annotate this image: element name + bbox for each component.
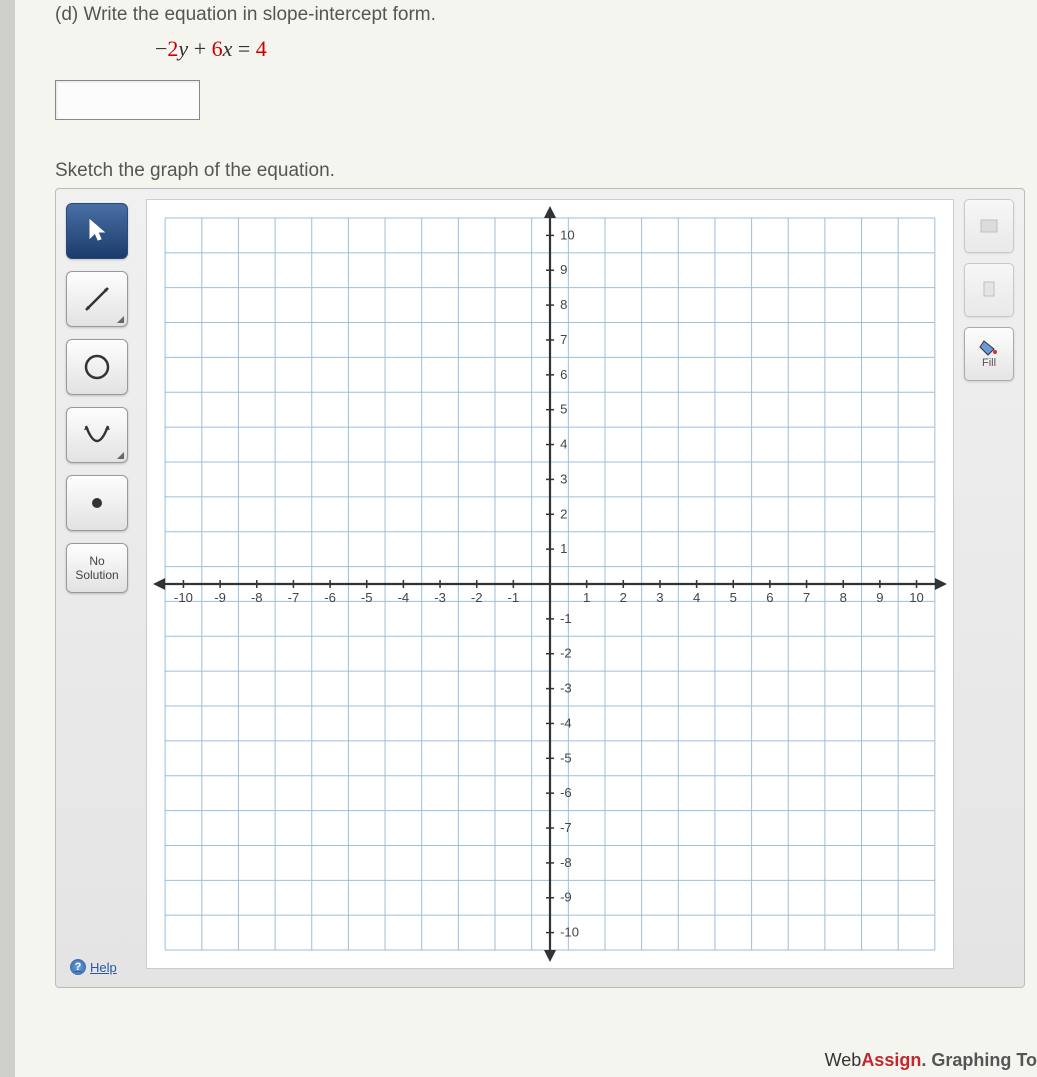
svg-text:-9: -9 [214,590,226,605]
pointer-tool[interactable] [66,203,128,259]
svg-text:-9: -9 [560,890,572,905]
svg-text:-4: -4 [398,590,410,605]
svg-text:7: 7 [560,332,567,347]
help-link[interactable]: ? Help [70,959,117,975]
answer-input[interactable] [55,80,200,120]
svg-text:-1: -1 [508,590,520,605]
no-solution-button[interactable]: NoSolution [66,543,128,593]
graph-canvas[interactable]: -10 -9 -8 -7 -6 -5 -4 -3 -2 -1 1 2 3 4 5 6 7 8 9 10 10 9 8 7 6 5 4… [146,199,954,969]
svg-text:-5: -5 [361,590,373,605]
brand-footer: WebAssign. Graphing To [825,1050,1037,1071]
right-toolbar: Fill [954,199,1014,381]
svg-text:-10: -10 [560,925,579,940]
svg-text:8: 8 [840,590,847,605]
svg-text:10: 10 [909,590,924,605]
svg-text:1: 1 [583,590,590,605]
svg-text:3: 3 [560,471,567,486]
svg-text:9: 9 [560,262,567,277]
fill-button[interactable]: Fill [964,327,1014,381]
question-prompt: (d) Write the equation in slope-intercep… [55,0,1017,36]
svg-text:-1: -1 [560,611,572,626]
svg-text:2: 2 [560,506,567,521]
graphing-tool: NoSolution -10 -9 -8 -7 -6 -5 -4 -3 -2 -1 1 2 3 4 5 6 7 8… [55,188,1025,988]
svg-text:10: 10 [560,227,575,242]
svg-text:2: 2 [620,590,627,605]
svg-text:5: 5 [730,590,737,605]
svg-text:-2: -2 [560,646,572,661]
no-solution-label: NoSolution [75,554,118,583]
svg-text:-7: -7 [560,820,572,835]
line-tool[interactable] [66,271,128,327]
svg-text:-4: -4 [560,715,572,730]
svg-text:-8: -8 [251,590,263,605]
parabola-tool[interactable] [66,407,128,463]
svg-text:-10: -10 [174,590,193,605]
svg-text:-8: -8 [560,855,572,870]
svg-text:1: 1 [560,541,567,556]
svg-text:-2: -2 [471,590,483,605]
svg-text:5: 5 [560,402,567,417]
svg-text:-5: -5 [560,750,572,765]
help-icon: ? [70,959,86,975]
tool-palette: NoSolution [66,199,140,593]
svg-text:6: 6 [560,367,567,382]
svg-text:9: 9 [876,590,883,605]
svg-text:-6: -6 [324,590,336,605]
svg-text:7: 7 [803,590,810,605]
svg-text:8: 8 [560,297,567,312]
svg-text:-3: -3 [560,681,572,696]
fill-label: Fill [982,357,996,369]
graph-action-1[interactable] [964,199,1014,253]
svg-text:3: 3 [656,590,663,605]
graph-action-2[interactable] [964,263,1014,317]
svg-text:6: 6 [766,590,773,605]
circle-tool[interactable] [66,339,128,395]
equation: −2y + 6x = 4 [55,36,1017,80]
svg-text:-3: -3 [434,590,446,605]
svg-text:4: 4 [693,590,700,605]
help-label: Help [90,960,117,975]
svg-text:-7: -7 [288,590,300,605]
svg-text:-6: -6 [560,785,572,800]
sketch-prompt: Sketch the graph of the equation. [55,160,1017,188]
svg-text:4: 4 [560,437,567,452]
point-tool[interactable] [66,475,128,531]
